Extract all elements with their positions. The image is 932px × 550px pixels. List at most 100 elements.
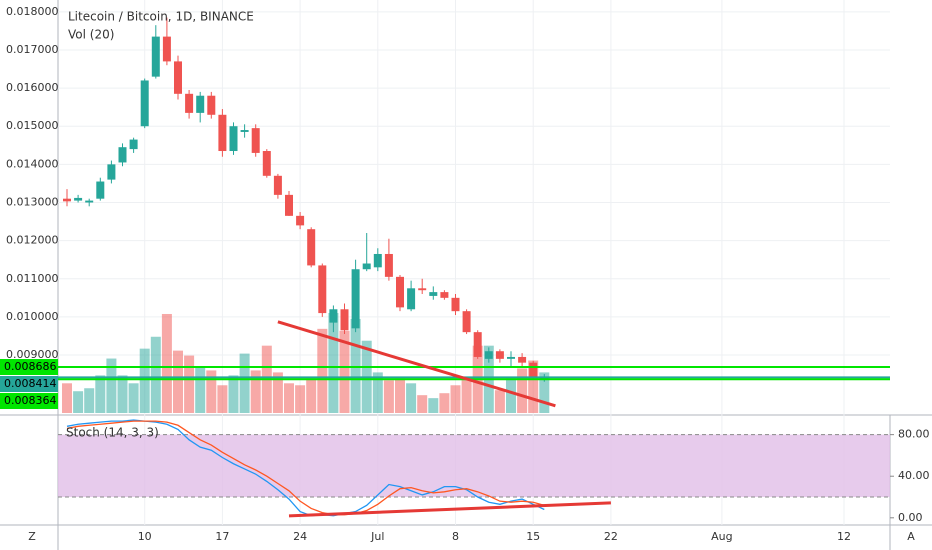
candle-body bbox=[518, 356, 527, 363]
candle-body bbox=[373, 253, 382, 268]
price-marker-box bbox=[0, 376, 58, 392]
price-marker-box bbox=[0, 393, 58, 409]
candle-body bbox=[63, 198, 71, 202]
y-tick-label: 0.012000 bbox=[6, 234, 59, 247]
volume-bar bbox=[461, 378, 472, 413]
volume-bar bbox=[128, 383, 139, 413]
candle-body bbox=[229, 126, 238, 152]
volume-bar bbox=[350, 318, 361, 413]
volume-bar bbox=[206, 370, 217, 413]
volume-bar bbox=[306, 378, 317, 413]
candle-body bbox=[418, 288, 427, 291]
volume-bar bbox=[317, 328, 328, 413]
candle-body bbox=[340, 309, 349, 331]
volume-bar bbox=[395, 378, 405, 413]
volume-bar bbox=[339, 330, 350, 413]
volume-bar bbox=[173, 350, 183, 413]
candle-body bbox=[384, 253, 393, 277]
volume-bar bbox=[328, 313, 339, 413]
volume-bar bbox=[428, 398, 439, 413]
candle-body bbox=[296, 215, 305, 226]
candle-body bbox=[285, 194, 293, 216]
price-marker-label: 0.008414 bbox=[4, 377, 57, 390]
volume-bar bbox=[106, 358, 117, 413]
y-tick-label: 0.013000 bbox=[6, 195, 59, 208]
auto-button[interactable]: A bbox=[907, 530, 915, 543]
candle-body bbox=[240, 130, 249, 132]
volume-bar bbox=[184, 355, 195, 413]
y-tick-label: 0.010000 bbox=[6, 310, 59, 323]
price-marker-label: 0.008364 bbox=[4, 394, 57, 407]
volume-bar bbox=[406, 383, 417, 413]
volume-bar bbox=[84, 388, 95, 413]
candle-body bbox=[251, 128, 260, 153]
candle-body bbox=[118, 147, 127, 163]
x-tick-label: 24 bbox=[293, 530, 307, 543]
candle-body bbox=[362, 263, 371, 270]
candle-body bbox=[484, 351, 493, 359]
candle-body bbox=[351, 269, 360, 329]
candle-body bbox=[174, 61, 182, 94]
candle-body bbox=[218, 114, 227, 152]
candle-body bbox=[107, 164, 116, 180]
x-tick-label: 8 bbox=[452, 530, 459, 543]
price-marker-label: 0.008686 bbox=[4, 360, 57, 373]
trendline bbox=[288, 501, 611, 518]
x-tick-label: 10 bbox=[138, 530, 152, 543]
volume-bar bbox=[161, 313, 172, 413]
candle-body bbox=[495, 351, 504, 359]
y-tick-label: 0.017000 bbox=[6, 43, 59, 56]
y-tick-label: 0.016000 bbox=[6, 81, 59, 94]
candle-body bbox=[440, 292, 449, 298]
candle-body bbox=[85, 200, 94, 203]
volume-bar bbox=[383, 380, 394, 413]
candle-body bbox=[407, 288, 416, 310]
candle-body bbox=[129, 139, 138, 150]
volume-bar bbox=[272, 372, 283, 413]
y2-tick-label: 40.00 bbox=[898, 469, 930, 482]
volume-bar bbox=[517, 368, 528, 413]
volume-bar bbox=[284, 383, 294, 413]
candle-body bbox=[140, 80, 149, 127]
candle-body bbox=[507, 356, 515, 359]
candle-body bbox=[473, 332, 482, 357]
labels: 0.009000 0.010000 0.011000 0.012000 0.013000… bbox=[0, 5, 930, 543]
volume-bar bbox=[139, 348, 150, 413]
candle-body bbox=[185, 93, 194, 113]
volume-bar bbox=[372, 372, 383, 413]
x-tick-label: 15 bbox=[526, 530, 540, 543]
volume-bar bbox=[528, 360, 539, 413]
y2-tick-label: 80.00 bbox=[898, 428, 930, 441]
candle-body bbox=[529, 362, 538, 378]
stoch-line bbox=[66, 420, 545, 516]
volume-title: Vol (20) bbox=[68, 28, 114, 42]
price-marker-box bbox=[0, 359, 58, 375]
y-tick-label: 0.011000 bbox=[6, 272, 59, 285]
x-tick-label: 12 bbox=[837, 530, 851, 543]
volume-bar bbox=[150, 336, 161, 413]
x-tick-label: Aug bbox=[711, 530, 732, 543]
volume-bar bbox=[494, 390, 505, 413]
stoch-band bbox=[58, 434, 890, 498]
volume-bar bbox=[250, 370, 261, 413]
volume-bar bbox=[217, 385, 228, 413]
y-tick-label: 0.018000 bbox=[6, 5, 59, 18]
x-tick-label: Jul bbox=[370, 530, 384, 543]
candle-body bbox=[429, 292, 438, 296]
volume-bar bbox=[73, 391, 84, 413]
trendline bbox=[277, 320, 556, 408]
volume-bar bbox=[295, 385, 306, 413]
volume-bar bbox=[417, 395, 428, 413]
volume-bar bbox=[450, 385, 461, 413]
candle-body bbox=[307, 229, 316, 266]
y-tick-label: 0.015000 bbox=[6, 119, 59, 132]
volume-bar bbox=[539, 372, 550, 413]
stoch-title: Stoch (14, 3, 3) bbox=[66, 426, 159, 440]
candle-body bbox=[262, 151, 271, 176]
candle-body bbox=[396, 276, 404, 308]
volume-bar bbox=[117, 375, 128, 413]
plot bbox=[58, 17, 890, 518]
candle-body bbox=[318, 265, 327, 314]
scale-button[interactable]: Z bbox=[28, 530, 36, 543]
